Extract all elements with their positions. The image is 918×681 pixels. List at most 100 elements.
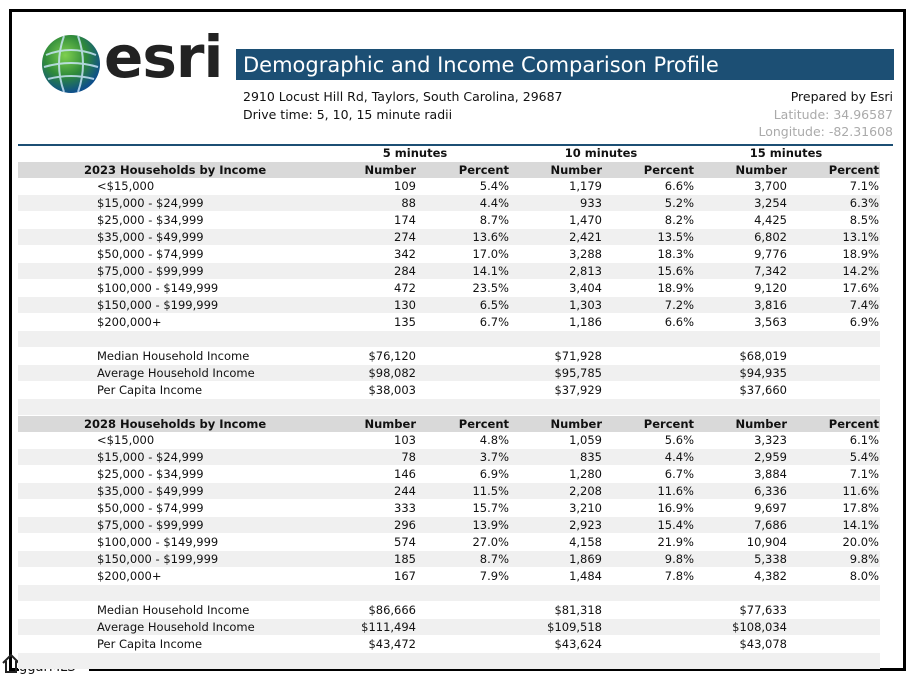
row-label: <$15,000 [97, 179, 155, 193]
cell: 8.2% [664, 213, 694, 227]
cell: 574 [394, 535, 416, 549]
cell: 14.1% [842, 518, 879, 532]
cell: 7.1% [849, 179, 879, 193]
cell: 15.7% [472, 501, 509, 515]
row-label: $15,000 - $24,999 [97, 196, 204, 210]
cell: 130 [394, 298, 416, 312]
cell: 3,884 [754, 467, 787, 481]
cell: 3,700 [754, 179, 787, 193]
row-label: $150,000 - $199,999 [97, 552, 219, 566]
cell: 342 [394, 247, 416, 261]
cell: 9,697 [754, 501, 787, 515]
row-label: $25,000 - $34,999 [97, 467, 204, 481]
summary-cell: $94,935 [739, 366, 787, 380]
summary-label: Average Household Income [97, 366, 255, 380]
cell: 11.5% [472, 484, 509, 498]
cell: 1,280 [569, 467, 602, 481]
cell: 17.0% [472, 247, 509, 261]
cell: 6,336 [754, 484, 787, 498]
cell: 2,208 [569, 484, 602, 498]
row-label: $150,000 - $199,999 [97, 298, 219, 312]
longitude: Longitude: -82.31608 [758, 124, 893, 139]
row-label: $15,000 - $24,999 [97, 450, 204, 464]
cell: 3,210 [569, 501, 602, 515]
cell: 7,686 [754, 518, 787, 532]
cell: 146 [394, 467, 416, 481]
cell: 7.1% [849, 467, 879, 481]
group-header: 15 minutes [749, 146, 823, 160]
cell: 6.6% [664, 179, 694, 193]
cell: 3.7% [479, 450, 509, 464]
column-header: Number [364, 163, 417, 177]
title-banner [236, 49, 894, 80]
cell: 333 [394, 501, 416, 515]
row-shade [18, 517, 880, 533]
cell: 3,563 [754, 315, 787, 329]
cell: 7,342 [754, 264, 787, 278]
cell: 13.1% [842, 230, 879, 244]
cell: 5.2% [664, 196, 694, 210]
cell: 1,059 [569, 433, 602, 447]
column-header: Percent [643, 417, 694, 431]
cell: 244 [394, 484, 416, 498]
summary-cell: $86,666 [368, 603, 416, 617]
cell: 18.9% [657, 281, 694, 295]
prepared-by: Prepared by Esri [790, 89, 893, 104]
cell: 6.7% [479, 315, 509, 329]
frame [9, 9, 906, 671]
cell: 8.7% [479, 552, 509, 566]
row-shade [18, 331, 880, 347]
divider [18, 144, 893, 146]
row-label: $75,000 - $99,999 [97, 518, 204, 532]
cell: 5,338 [754, 552, 787, 566]
cell: 3,404 [569, 281, 602, 295]
summary-cell: $43,472 [368, 637, 416, 651]
address: 2910 Locust Hill Rd, Taylors, South Caro… [243, 89, 563, 104]
cell: 1,179 [569, 179, 602, 193]
logo-globe [42, 35, 100, 93]
row-label: $75,000 - $99,999 [97, 264, 204, 278]
cell: 2,959 [754, 450, 787, 464]
cell: 1,303 [569, 298, 602, 312]
summary-label: Per Capita Income [97, 383, 203, 397]
summary-label: Average Household Income [97, 620, 255, 634]
watermark-icon [2, 653, 20, 673]
cell: 9,120 [754, 281, 787, 295]
row-shade [18, 399, 880, 415]
cell: 2,813 [569, 264, 602, 278]
section-title: 2023 Households by Income [84, 163, 267, 177]
summary-cell: $38,003 [368, 383, 416, 397]
row-shade [18, 653, 880, 669]
cell: 14.2% [842, 264, 879, 278]
cell: 6.6% [664, 315, 694, 329]
summary-cell: $37,929 [554, 383, 602, 397]
row-shade [18, 297, 880, 313]
cell: 274 [394, 230, 416, 244]
cell: 9.8% [664, 552, 694, 566]
cell: 296 [394, 518, 416, 532]
column-header: Percent [643, 163, 694, 177]
cell: 8.5% [849, 213, 879, 227]
cell: 4.8% [479, 433, 509, 447]
cell: 167 [394, 569, 416, 583]
cell: 13.6% [472, 230, 509, 244]
row-label: $35,000 - $49,999 [97, 230, 204, 244]
cell: 11.6% [842, 484, 879, 498]
row-label: $50,000 - $74,999 [97, 247, 204, 261]
cell: 3,288 [569, 247, 602, 261]
cell: 9.8% [849, 552, 879, 566]
cell: 18.3% [657, 247, 694, 261]
summary-cell: $71,928 [554, 349, 602, 363]
row-shade [18, 162, 880, 178]
cell: 4.4% [479, 196, 509, 210]
cell: 835 [580, 450, 602, 464]
summary-cell: $76,120 [368, 349, 416, 363]
row-shade [18, 195, 880, 211]
cell: 78 [401, 450, 416, 464]
cell: 1,186 [569, 315, 602, 329]
cell: 5.4% [479, 179, 509, 193]
cell: 4,425 [754, 213, 787, 227]
cell: 6.3% [849, 196, 879, 210]
cell: 10,904 [746, 535, 787, 549]
